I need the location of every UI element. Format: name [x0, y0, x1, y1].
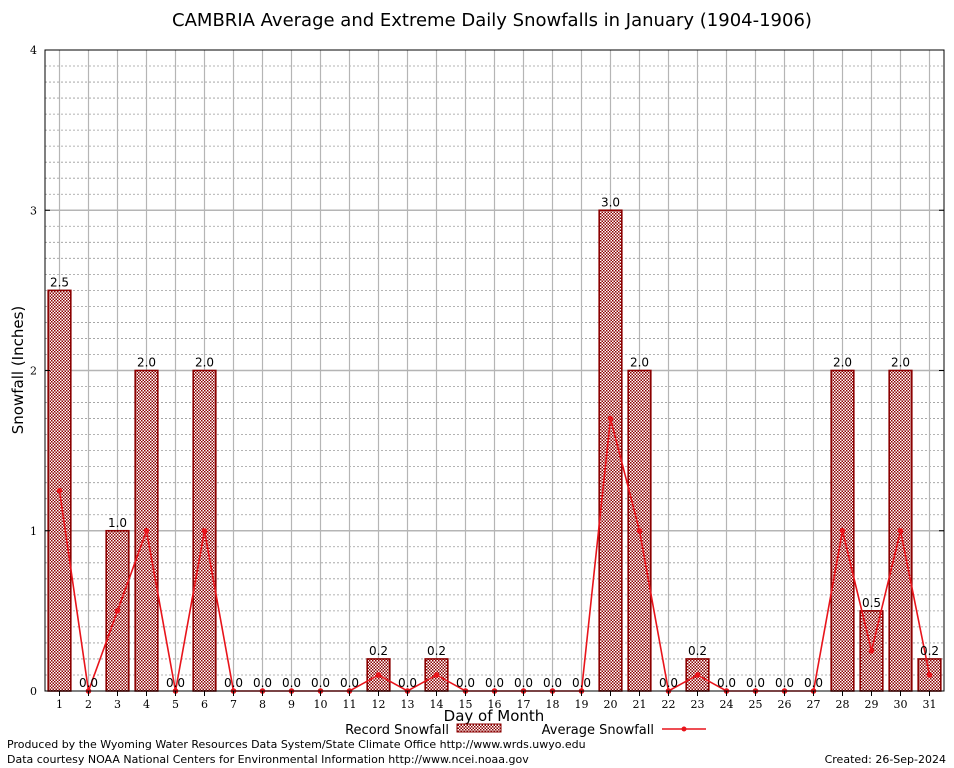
x-tick-label: 2	[85, 698, 92, 711]
average-point-day-21	[636, 527, 643, 534]
data-label-day-3: 1.0	[108, 516, 127, 530]
x-tick-label: 10	[314, 698, 328, 711]
x-tick-label: 31	[923, 698, 937, 711]
data-label-day-15: 0.0	[456, 676, 475, 690]
data-label-day-17: 0.0	[514, 676, 533, 690]
x-tick-label: 27	[807, 698, 821, 711]
x-tick-label: 30	[894, 698, 908, 711]
average-point-day-30	[897, 527, 904, 534]
x-tick-label: 15	[459, 698, 473, 711]
x-tick-label: 22	[662, 698, 676, 711]
x-tick-label: 12	[372, 698, 386, 711]
footer-data-courtesy: Data courtesy NOAA National Centers for …	[7, 753, 529, 766]
data-label-day-4: 2.0	[137, 356, 156, 370]
x-tick-label: 23	[691, 698, 705, 711]
y-tick-label: 1	[30, 525, 37, 538]
x-tick-label: 4	[143, 698, 150, 711]
data-label-day-25: 0.0	[746, 676, 765, 690]
y-ticks: 0 1 2 3 4	[30, 44, 944, 698]
data-label-day-20: 3.0	[601, 195, 620, 209]
legend-record-swatch	[456, 723, 502, 733]
x-tick-label: 8	[259, 698, 266, 711]
data-label-day-27: 0.0	[804, 676, 823, 690]
x-ticks: 1 2 3 4 5 6 7 8 9 10 11 12 13 14 15 16 17 18 19 20 21 22 23 24 2…	[56, 691, 937, 711]
average-point-day-14	[433, 672, 440, 678]
average-point-day-12	[375, 672, 382, 678]
data-label-day-6: 2.0	[195, 356, 214, 370]
average-point-day-31	[926, 672, 933, 678]
x-tick-label: 3	[114, 698, 121, 711]
y-tick-label: 3	[30, 204, 37, 217]
average-point-day-28	[839, 527, 846, 534]
average-point-day-6	[201, 527, 208, 534]
data-label-day-14: 0.2	[427, 644, 446, 658]
grid	[45, 50, 944, 691]
x-tick-label: 21	[633, 698, 647, 711]
legend-average-label: Average Snowfall	[542, 723, 654, 738]
data-label-day-18: 0.0	[543, 676, 562, 690]
data-label-day-7: 0.0	[224, 676, 243, 690]
x-tick-label: 14	[430, 698, 444, 711]
data-label-day-21: 2.0	[630, 356, 649, 370]
footer-created: Created: 26-Sep-2024	[824, 753, 946, 766]
data-label-day-13: 0.0	[398, 676, 417, 690]
legend-record-label: Record Snowfall	[345, 723, 449, 738]
x-tick-label: 26	[778, 698, 792, 711]
legend: Record Snowfall Average Snowfall	[345, 723, 706, 738]
data-label-day-10: 0.0	[311, 676, 330, 690]
legend-average-marker	[681, 726, 687, 732]
x-tick-label: 13	[401, 698, 415, 711]
data-label-day-8: 0.0	[253, 676, 272, 690]
average-point-day-3	[114, 608, 121, 614]
x-tick-label: 25	[749, 698, 763, 711]
data-label-day-31: 0.2	[920, 644, 939, 658]
average-point-day-29	[868, 648, 875, 654]
data-label-day-30: 2.0	[891, 356, 910, 370]
x-tick-label: 5	[172, 698, 179, 711]
x-tick-label: 7	[230, 698, 237, 711]
x-tick-label: 28	[836, 698, 850, 711]
data-label-day-22: 0.0	[659, 676, 678, 690]
footer-produced-by: Produced by the Wyoming Water Resources …	[7, 738, 586, 751]
x-tick-label: 11	[343, 698, 357, 711]
y-tick-label: 4	[30, 44, 37, 57]
data-labels: 2.5 0.0 1.0 2.0 0.0 2.0 0.0 0.0 0.0 0.0 0.0 0.2 0.0 0…	[50, 195, 939, 690]
data-label-day-29: 0.5	[862, 596, 881, 610]
data-label-day-12: 0.2	[369, 644, 388, 658]
data-label-day-2: 0.0	[79, 676, 98, 690]
x-tick-label: 9	[288, 698, 295, 711]
x-tick-label: 16	[488, 698, 502, 711]
chart-title: CAMBRIA Average and Extreme Daily Snowfa…	[172, 10, 812, 31]
x-tick-label: 1	[56, 698, 63, 711]
data-label-day-23: 0.2	[688, 644, 707, 658]
average-point-day-20	[607, 415, 614, 422]
x-tick-label: 19	[575, 698, 589, 711]
average-point-day-23	[694, 672, 701, 678]
average-point-day-1	[56, 487, 63, 494]
x-tick-label: 29	[865, 698, 879, 711]
data-label-day-11: 0.0	[340, 676, 359, 690]
data-label-day-9: 0.0	[282, 676, 301, 690]
data-label-day-19: 0.0	[572, 676, 591, 690]
x-tick-label: 6	[201, 698, 208, 711]
data-label-day-1: 2.5	[50, 275, 69, 289]
data-label-day-16: 0.0	[485, 676, 504, 690]
x-tick-label: 18	[546, 698, 560, 711]
y-tick-label: 2	[30, 365, 37, 378]
data-label-day-24: 0.0	[717, 676, 736, 690]
data-label-day-28: 2.0	[833, 356, 852, 370]
x-tick-label: 17	[517, 698, 531, 711]
y-axis-label: Snowfall (Inches)	[9, 306, 27, 434]
x-tick-label: 24	[720, 698, 734, 711]
y-tick-label: 0	[30, 685, 37, 698]
data-label-day-5: 0.0	[166, 676, 185, 690]
data-label-day-26: 0.0	[775, 676, 794, 690]
x-tick-label: 20	[604, 698, 618, 711]
x-axis-label: Day of Month	[444, 707, 545, 725]
average-point-day-4	[143, 527, 150, 534]
